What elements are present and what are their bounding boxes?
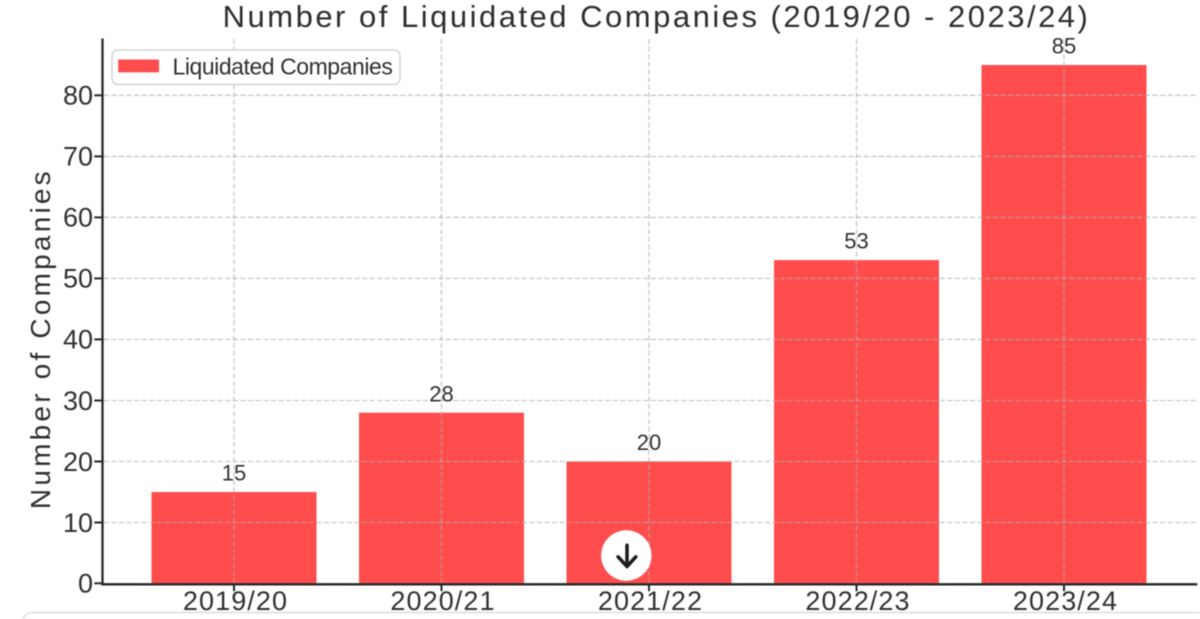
svg-text:2020/21: 2020/21: [390, 586, 495, 616]
svg-text:70: 70: [63, 142, 93, 172]
svg-text:2022/23: 2022/23: [805, 586, 910, 616]
svg-text:60: 60: [63, 203, 93, 233]
svg-text:40: 40: [63, 325, 93, 355]
svg-text:20: 20: [637, 430, 661, 455]
svg-text:0: 0: [78, 569, 93, 599]
svg-text:53: 53: [844, 229, 868, 254]
svg-text:2021/22: 2021/22: [598, 586, 703, 616]
svg-text:20: 20: [63, 447, 93, 477]
svg-text:30: 30: [63, 386, 93, 416]
svg-text:2023/24: 2023/24: [1013, 586, 1118, 616]
svg-text:Number of Companies: Number of Companies: [25, 168, 56, 509]
svg-text:80: 80: [63, 81, 93, 111]
svg-text:2019/20: 2019/20: [183, 586, 288, 616]
svg-text:10: 10: [63, 508, 93, 538]
svg-text:Number of Liquidated Companies: Number of Liquidated Companies (2019/20 …: [223, 0, 1091, 34]
svg-text:15: 15: [222, 461, 246, 486]
svg-text:28: 28: [429, 381, 453, 406]
svg-text:50: 50: [63, 264, 93, 294]
svg-text:85: 85: [1052, 34, 1076, 59]
svg-text:Liquidated Companies: Liquidated Companies: [173, 54, 393, 80]
